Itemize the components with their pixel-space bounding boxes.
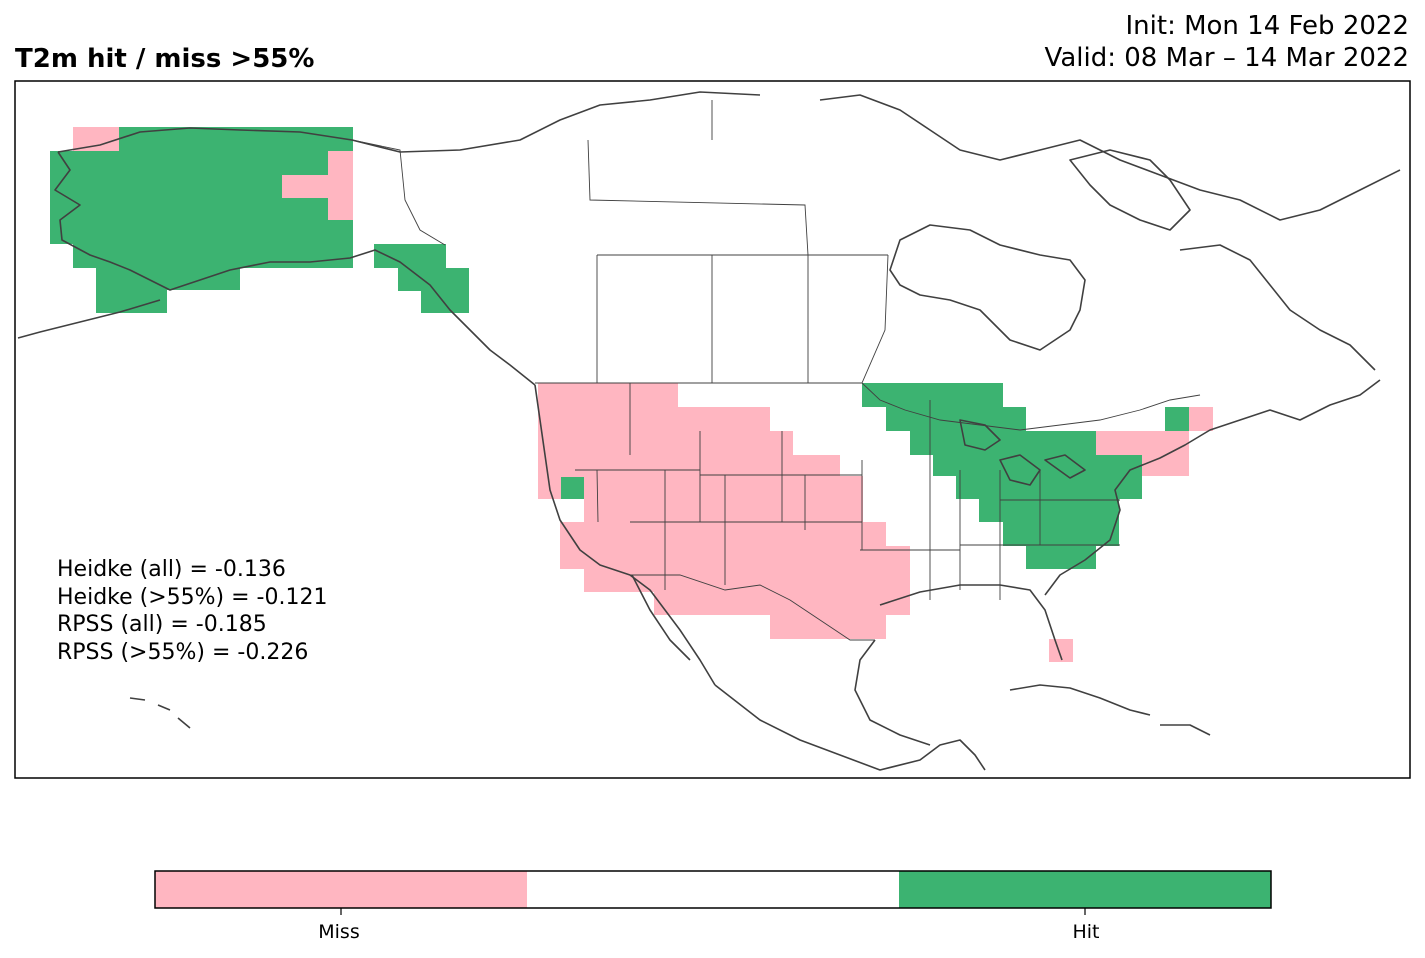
alaska-cells [50,127,469,313]
miss-cell [560,522,886,546]
date-info: Init: Mon 14 Feb 2022 Valid: 08 Mar – 14… [1045,10,1409,74]
init-date: Init: Mon 14 Feb 2022 [1125,11,1410,41]
miss-cell [654,592,910,615]
miss-cell [584,499,863,522]
stat-heidke-all: Heidke (all) = -0.136 [57,557,286,582]
stat-heidke-55: Heidke (>55%) = -0.121 [57,584,328,610]
stat-rpss-all: RPSS (all) = -0.185 [57,612,267,637]
map-frame [14,80,1411,779]
hit-cell [96,290,167,313]
us-states [575,382,1120,600]
hit-cell [73,220,353,244]
hit-cell [50,151,328,175]
great-lakes [959,419,1086,486]
miss-cell [538,431,793,455]
colorbar-hit-segment [899,871,1271,908]
hit-cell [50,198,328,220]
east-us-cells [862,383,1213,569]
hit-cell [862,383,1003,407]
hit-cell [73,244,353,268]
hit-cell [421,291,469,313]
hit-cell [979,499,1119,522]
colorbar-frame [154,870,1272,909]
colorbar-neutral-segment [527,871,899,908]
valid-date: Valid: 08 Mar – 14 Mar 2022 [1044,43,1409,73]
stat-rpss-55: RPSS (>55%) = -0.226 [57,639,309,665]
miss-cell [282,175,353,198]
colorbar-miss-segment [155,871,527,908]
aleutians [17,299,161,339]
hit-cell [1003,522,1119,546]
colorbar-label-hit: Hit [1072,921,1100,943]
hit-cell [933,455,1142,476]
arctic-islands [819,94,1401,221]
miss-cell [73,127,119,151]
miss-cell [1189,407,1213,431]
us-canada-border [535,382,1201,431]
skill-scores: Heidke (all) = -0.136 Heidke (>55%) = -0… [57,556,327,666]
us-mexico-border [630,574,875,641]
hit-cell [50,175,282,198]
baffin-island [1069,149,1191,231]
map-title: T2m hit / miss >55% [15,44,315,74]
hit-cell [956,476,1142,499]
borders [351,100,1201,641]
us-west-coast [534,384,716,686]
hit-cell [374,244,446,268]
miss-cell [538,476,863,499]
atlantic-coast [1044,379,1381,596]
miss-cell [560,546,910,569]
canada-provinces [587,100,889,384]
hit-cell [561,477,584,499]
hit-cell [910,431,1096,455]
hit-cell [398,268,469,291]
colorbar-label-miss: Miss [318,921,360,943]
baja-peninsula [631,574,691,661]
cuba [1009,684,1151,716]
colorbar [154,870,1272,915]
hawaii [129,697,191,729]
hispaniola [1160,724,1211,736]
miss-cell [538,383,678,407]
hit-cell [96,268,240,290]
miss-cell [328,151,353,175]
mexico-gulf-coast [714,684,986,771]
hit-cell [1026,546,1096,569]
alaska-west-coast [54,151,536,386]
miss-cell [584,569,910,592]
hit-cell [1165,407,1189,431]
miss-cell [770,615,886,639]
miss-cell [1049,639,1073,662]
miss-cell [328,198,353,220]
alaska-canada-border [351,139,446,246]
miss-cell [1096,431,1189,455]
gulf-coast [854,584,1063,746]
hudson-bay [889,224,1086,351]
miss-cell [1142,455,1189,476]
labrador-coast [1179,244,1376,371]
miss-cell [538,407,770,431]
miss-cell [538,455,840,476]
